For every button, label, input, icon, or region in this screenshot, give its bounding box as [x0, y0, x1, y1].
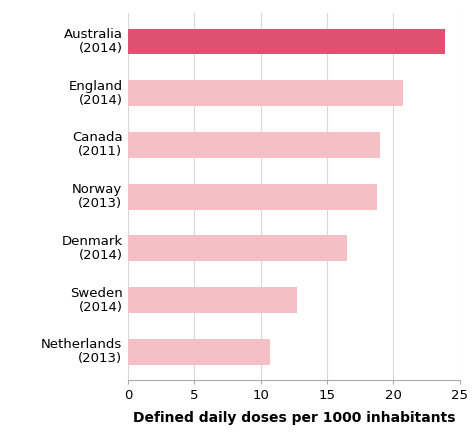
Bar [128, 287, 297, 313]
Bar [128, 236, 347, 261]
X-axis label: Defined daily doses per 1000 inhabitants: Defined daily doses per 1000 inhabitants [133, 410, 455, 425]
Bar [128, 80, 403, 106]
Bar [128, 339, 270, 365]
Bar [128, 28, 445, 55]
Bar [128, 132, 380, 158]
Bar [128, 184, 377, 210]
